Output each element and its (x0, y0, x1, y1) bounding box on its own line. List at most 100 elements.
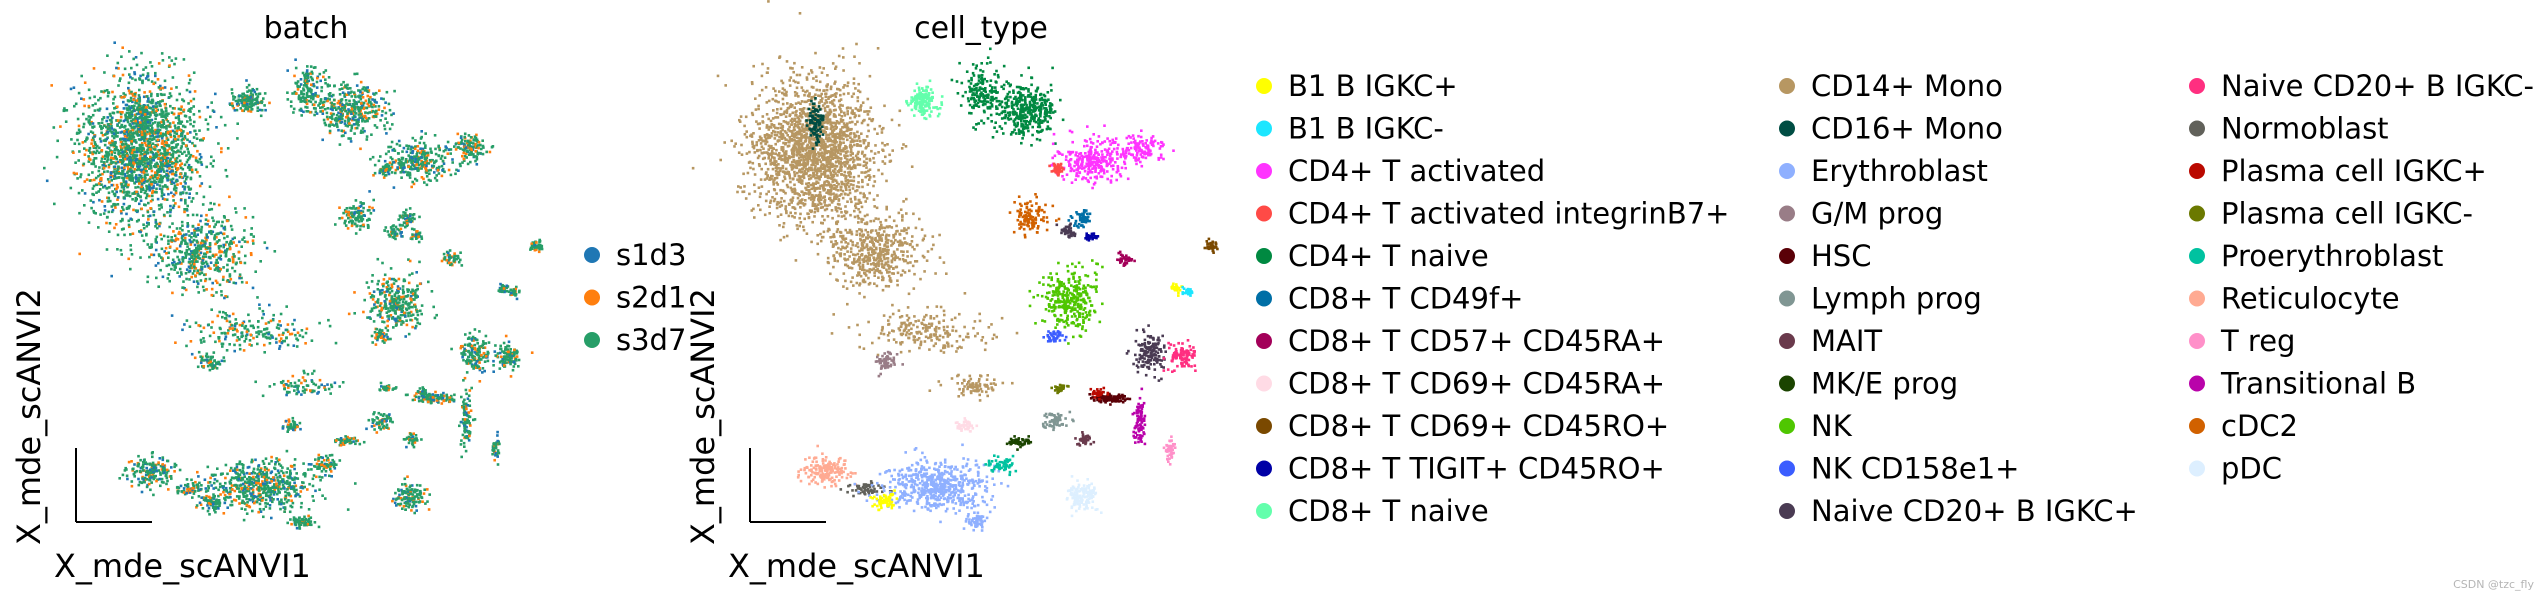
scatter-point (94, 146, 98, 150)
scatter-point (129, 106, 133, 110)
scatter-point (111, 111, 115, 115)
scatter-point (85, 178, 89, 181)
scatter-point (105, 152, 108, 156)
scatter-point (184, 256, 187, 259)
scatter-point (158, 174, 161, 177)
scatter-point (114, 156, 117, 159)
scatter-point (483, 369, 486, 373)
scatter-point (128, 113, 131, 117)
scatter-point (259, 114, 263, 118)
scatter-point (404, 170, 407, 174)
scatter-point (149, 180, 152, 184)
scatter-point (309, 90, 313, 94)
scatter-point (130, 164, 134, 167)
scatter-point (167, 263, 171, 267)
scatter-point (382, 336, 385, 339)
scatter-point (186, 158, 190, 162)
scatter-point (197, 291, 200, 294)
scatter-point (137, 148, 141, 152)
scatter-point (410, 227, 414, 231)
scatter-point (179, 227, 182, 230)
scatter-point (166, 172, 170, 176)
scatter-point (188, 196, 191, 199)
scatter-point (208, 247, 212, 250)
scatter-point (163, 79, 167, 83)
scatter-point (252, 235, 255, 238)
scatter-point (380, 306, 384, 310)
scatter-point (214, 92, 217, 96)
scatter-point (166, 187, 170, 191)
scatter-point (341, 114, 344, 117)
scatter-point (132, 148, 136, 151)
scatter-point (402, 290, 405, 294)
scatter-point (262, 97, 265, 100)
scatter-point (135, 157, 138, 161)
scatter-point (188, 157, 191, 160)
scatter-point (199, 279, 203, 282)
scatter-point (202, 337, 205, 340)
scatter-point (165, 185, 169, 189)
scatter-point (515, 352, 519, 355)
scatter-point (143, 162, 147, 165)
scatter-point (383, 299, 386, 303)
scatter-point (139, 124, 143, 128)
scatter-point (199, 338, 203, 342)
scatter-point (387, 145, 390, 149)
scatter-point (338, 115, 341, 119)
scatter-point (402, 279, 406, 283)
scatter-point (129, 267, 132, 271)
scatter-point (136, 162, 139, 166)
scatter-point (225, 250, 228, 253)
scatter-point (127, 206, 131, 210)
scatter-point (196, 250, 199, 254)
scatter-point (156, 169, 159, 173)
scatter-point (143, 151, 146, 154)
scatter-point (448, 249, 452, 252)
scatter-point (149, 119, 152, 122)
scatter-point (230, 88, 234, 91)
scatter-point (463, 349, 466, 353)
scatter-point (330, 114, 334, 117)
scatter-point (455, 257, 459, 261)
scatter-point (351, 116, 355, 119)
scatter-point (79, 175, 82, 179)
scatter-point (208, 250, 212, 253)
scatter-point (383, 290, 386, 294)
scatter-point (244, 216, 248, 219)
scatter-point (214, 264, 218, 267)
scatter-point (416, 151, 419, 154)
scatter-point (127, 146, 130, 149)
scatter-point (226, 332, 230, 335)
scatter-point (390, 317, 394, 320)
scatter-point (160, 112, 163, 115)
scatter-point (171, 194, 175, 198)
scatter-point (124, 174, 127, 178)
scatter-point (144, 196, 148, 200)
scatter-point (171, 258, 175, 262)
scatter-point (385, 333, 388, 336)
scatter-point (268, 101, 271, 105)
scatter-point (466, 436, 470, 440)
scatter-point (53, 202, 56, 206)
scatter-point (263, 332, 267, 336)
scatter-point (156, 165, 160, 168)
scatter-point (303, 391, 306, 394)
scatter-point (258, 101, 262, 104)
scatter-point (229, 247, 232, 250)
scatter-point (193, 120, 196, 124)
scatter-point (139, 107, 142, 110)
scatter-point (469, 141, 473, 144)
scatter-point (286, 379, 290, 383)
scatter-point (155, 109, 158, 113)
scatter-point (156, 143, 160, 147)
scatter-point (352, 123, 356, 126)
scatter-point (220, 147, 223, 150)
scatter-point (465, 425, 468, 429)
scatter-point (142, 226, 146, 230)
scatter-point (126, 128, 130, 131)
scatter-point (386, 307, 390, 310)
scatter-point (145, 109, 149, 113)
scatter-point (165, 153, 169, 156)
scatter-point (358, 89, 362, 92)
scatter-point (382, 338, 386, 341)
